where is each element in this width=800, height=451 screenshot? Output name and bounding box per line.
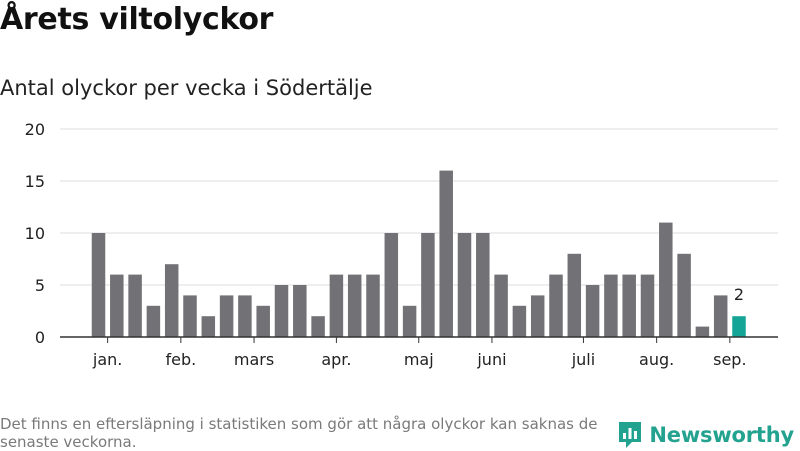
bar: [219, 295, 234, 337]
data-label: 2: [734, 285, 744, 304]
bar: [238, 295, 252, 337]
bar: [713, 295, 728, 337]
bar: [512, 305, 527, 337]
bar: [311, 316, 325, 337]
bar: [549, 274, 563, 337]
x-tick-label: apr.: [321, 350, 351, 369]
bar: [146, 305, 161, 337]
bar: [384, 233, 399, 337]
bar: [604, 274, 618, 337]
bar: [659, 222, 673, 337]
chart-subtitle: Antal olyckor per vecka i Södertälje: [0, 76, 373, 100]
y-tick-label: 0: [35, 328, 45, 347]
bar: [366, 274, 380, 337]
x-tick-label: juli: [571, 350, 595, 369]
bar: [695, 326, 710, 337]
bar: [640, 274, 655, 337]
footnote: Det finns en eftersläpning i statistiken…: [0, 415, 598, 451]
bar: [110, 274, 124, 337]
x-tick-label: feb.: [165, 350, 196, 369]
bar: [183, 295, 197, 337]
bar: [677, 253, 691, 337]
x-tick-label: jan.: [92, 350, 122, 369]
bar: [402, 305, 417, 337]
bar: [128, 274, 142, 337]
bar: [274, 285, 289, 337]
x-tick-label: maj: [404, 350, 434, 369]
x-tick-label: sep.: [713, 350, 746, 369]
bar: [91, 233, 106, 337]
bar: [476, 233, 490, 337]
y-tick-label: 10: [25, 224, 45, 243]
bar: [201, 316, 216, 337]
bar: [293, 285, 307, 337]
bar: [439, 170, 453, 337]
chart-title: Årets viltolyckor: [0, 2, 274, 37]
bar: [457, 233, 472, 337]
grid-lines: [60, 128, 778, 286]
bar: [530, 295, 545, 337]
bar: [421, 233, 435, 337]
y-tick-label: 15: [25, 172, 45, 191]
bar: [347, 274, 362, 337]
x-tick-label: aug.: [639, 350, 674, 369]
y-tick-label: 5: [35, 276, 45, 295]
bar: [256, 305, 270, 337]
bar: [494, 274, 508, 337]
brand-name: Newsworthy: [649, 423, 794, 447]
bar-highlight: [732, 316, 746, 337]
y-tick-label: 20: [25, 120, 45, 139]
x-tick-label: mars: [234, 350, 274, 369]
x-tick-label: juni: [476, 350, 506, 369]
bar-chart: 2 0 5 10 15 20 jan. feb. mars apr. maj juni juli aug…: [25, 120, 778, 369]
axes: 0 5 10 15 20 jan. feb. mars apr. maj juni juli aug. s…: [25, 120, 778, 369]
bar: [164, 264, 179, 337]
bar: [585, 285, 600, 337]
bar: [622, 274, 636, 337]
brand-logo[interactable]: Newsworthy: [617, 420, 794, 450]
bar: [329, 274, 344, 337]
bars: 2: [91, 170, 746, 337]
bar: [567, 253, 582, 337]
newsworthy-logo-icon: [619, 422, 642, 448]
